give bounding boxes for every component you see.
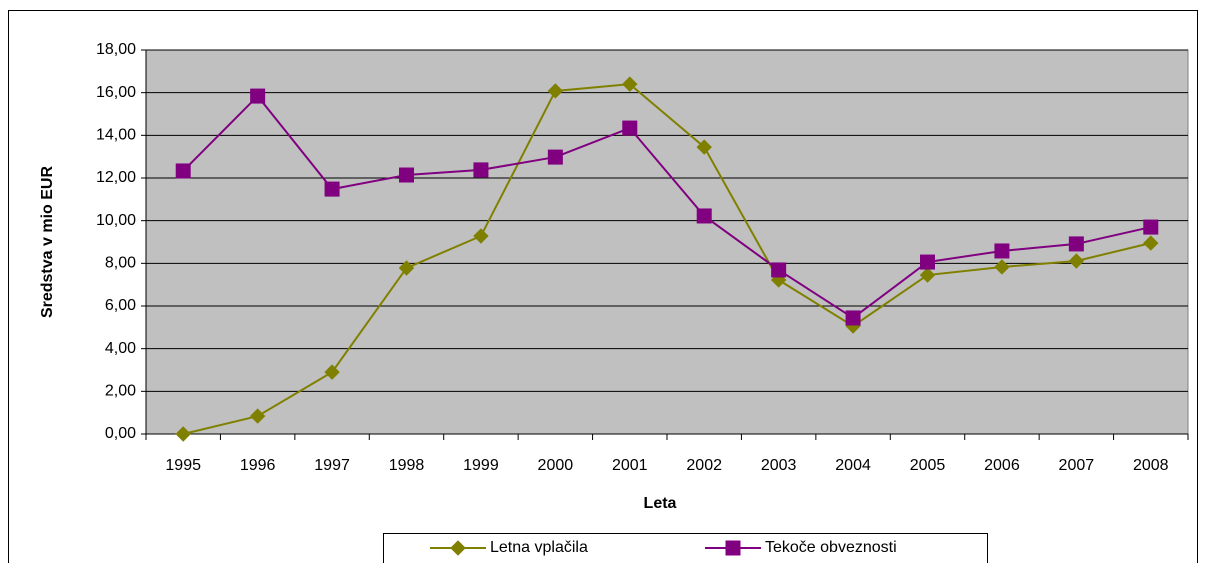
x-tick-label: 2006 [984,457,1020,474]
x-tick-label: 2003 [761,457,797,474]
x-tick-label: 2002 [686,457,722,474]
legend-label: Tekoče obveznosti [765,539,897,556]
legend-marker [725,540,741,556]
y-tick-label: 0,00 [105,425,136,442]
x-tick-label: 2000 [538,457,574,474]
legend-label: Letna vplačila [490,539,588,556]
data-point [250,88,266,104]
data-point [547,149,563,165]
x-axis-label: Leta [644,495,677,512]
y-tick-label: 2,00 [105,383,136,400]
x-tick-label: 2001 [612,457,648,474]
data-point [771,262,787,278]
x-tick-label: 2007 [1059,457,1095,474]
y-tick-label: 16,00 [96,84,136,101]
y-tick-label: 12,00 [96,169,136,186]
data-point [994,243,1010,259]
x-tick-label: 1995 [165,457,201,474]
data-point [398,260,415,276]
data-point [473,162,489,178]
x-tick-label: 2004 [835,457,871,474]
data-point [175,426,191,442]
legend-marker [450,540,466,556]
y-tick-label: 18,00 [96,41,136,58]
y-tick-label: 6,00 [105,297,136,314]
legend: Letna vplačila Tekoče obveznosti [383,533,988,563]
series-line [182,83,1152,435]
data-point [845,310,861,326]
data-point [920,254,935,270]
plot-area [145,49,1189,435]
data-point [175,163,191,179]
y-axis-label: Sredstva v mio EUR [39,166,56,319]
data-point [324,181,340,197]
data-point [1068,236,1084,252]
data-point [324,364,340,380]
data-point [696,208,712,224]
data-point [622,76,638,92]
x-tick-label: 2008 [1133,457,1169,474]
data-point [919,267,936,283]
data-point [1143,219,1159,235]
data-point [399,167,414,183]
y-tick-label: 4,00 [105,340,136,357]
data-point [1068,253,1085,269]
data-point [994,259,1010,275]
data-point [547,83,564,99]
x-tick-label: 1997 [314,457,350,474]
y-tick-label: 10,00 [96,212,136,229]
data-point [473,228,489,244]
y-tick-label: 8,00 [105,255,136,272]
x-tick-label: 1998 [389,457,425,474]
data-point [696,139,712,155]
data-point [249,408,266,424]
x-tick-label: 1996 [240,457,276,474]
series-line [182,94,1152,320]
x-tick-label: 2005 [910,457,946,474]
x-tick-label: 1999 [463,457,499,474]
data-point [1143,235,1159,251]
y-tick-label: 14,00 [96,127,136,144]
data-point [622,120,638,136]
